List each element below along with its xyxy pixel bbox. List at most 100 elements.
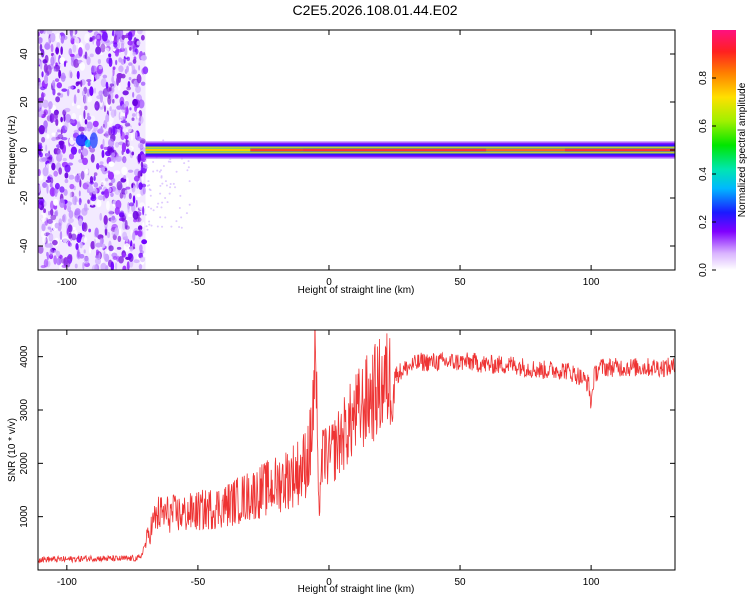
spectrogram-noise-speck [38,36,43,44]
spectrogram-noise-speck [62,236,69,243]
spectrogram-noise-speck [76,105,81,109]
spectrogram-noise-speck [78,218,83,227]
spectrogram-noise-speck [117,235,122,243]
spectrogram-noise-speck [68,153,75,160]
colorbar-tick-label: 0.4 [698,167,709,181]
spectrogram-noise-speck [127,31,133,41]
spectrogram-noise-speck [108,210,114,216]
spectrogram-noise-speck [126,56,131,62]
spectrogram-faint-dot [152,209,155,212]
spectrogram-signal-core [145,148,251,152]
spectrogram-noise-speck [67,217,74,224]
spectrogram-noise-speck [96,199,100,208]
spectrogram-noise-speck [104,47,110,52]
spectrogram-faint-dot [164,197,167,200]
spectrogram-faint-dot [159,192,162,195]
colorbar-tick-label: 0.0 [698,263,709,277]
spectrogram-noise-speck [38,168,41,177]
spectrogram-noise-speck [74,197,77,205]
spectrogram-noise-speck [129,107,132,111]
spectrogram-noise-speck [63,188,68,196]
spectrogram-noise-speck [100,180,106,186]
spectrogram-noise-speck [97,195,104,201]
spectrogram-noise-speck [59,198,65,209]
spectrogram-noise-speck [55,118,59,127]
spectrogram-noise-speck [72,30,76,36]
spectrogram-noise-speck [142,206,145,216]
spectrogram-image [38,30,675,270]
spectrogram-signal-core [302,148,487,152]
spectrogram-noise-speck [111,215,116,221]
spectrogram-faint-dot [152,160,155,163]
spectrogram-noise-speck [42,59,48,64]
spectrogram-faint-dot [147,205,150,208]
spectrogram-noise-speck [110,40,113,45]
spectrogram-faint-dot [159,184,162,187]
spectrogram-noise-speck [105,81,109,90]
spectrogram-noise-speck [44,74,49,85]
spectrogram-noise-speck [142,186,146,195]
spectrogram-noise-speck [101,31,108,42]
spectrogram-noise-speck [58,167,63,175]
spectrogram-noise-speck [38,57,41,66]
spectrogram-noise-speck [133,218,137,223]
spectrogram-faint-dot [187,160,190,163]
spectrogram-noise-speck [132,58,137,64]
spectrogram-noise-speck [123,175,127,180]
spectrogram-faint-dot [169,160,172,163]
spectrogram-noise-speck [49,200,54,211]
spectrogram-noise-speck [69,254,73,262]
spectrogram-noise-speck [60,116,63,123]
spectrogram-noise-speck [124,134,129,140]
spectrogram-noise-speck [109,83,115,87]
spectrogram-noise-speck [66,228,69,235]
spectrogram-noise-speck [116,105,122,110]
spectrogram-noise-speck [81,207,88,216]
spectrogram-noise-speck [99,237,103,247]
spectrogram-noise-speck [51,132,56,136]
spectrogram-noise-speck [57,92,61,96]
spectrogram-noise-speck [46,183,49,194]
spectrogram-noise-speck [130,130,134,141]
spectrogram-faint-dot [167,160,170,163]
spectrogram-noise-speck [128,62,133,66]
spectrogram-noise-speck [130,229,133,236]
spectrogram-faint-dot [158,170,161,173]
spectrogram-noise-speck [99,161,104,165]
spectrogram-faint-dot [144,159,147,162]
spectrogram-noise-speck [125,126,132,133]
spectrogram-noise-speck [78,197,82,206]
spectrogram-faint-dot [170,225,173,228]
spectrogram-noise-speck [43,259,49,268]
spectrogram-noise-speck [71,233,77,241]
spectrogram-noise-speck [68,48,73,56]
spectrogram-noise-speck [39,152,43,158]
spectrogram-noise-speck [79,115,83,125]
spectrogram-faint-dot [156,225,159,228]
snr-plot-area [38,330,675,570]
spectrogram-xtick-label: -100 [57,277,77,288]
spectrogram-noise-speck [40,59,43,70]
spectrogram-noise-speck [103,251,106,260]
spectrogram-noise-speck [114,262,118,270]
spectrogram-noise-speck [48,105,51,109]
spectrogram-noise-speck [140,172,143,177]
spectrogram-noise-speck [88,245,92,254]
spectrogram-noise-speck [126,177,129,187]
spectrogram-noise-speck [54,222,59,229]
spectrogram-noise-speck [74,174,81,183]
spectrogram-noise-speck [127,169,134,173]
spectrogram-noise-speck [111,77,114,83]
snr-xtick-label: 100 [583,577,600,588]
spectrogram-noise-speck [136,193,141,198]
spectrogram-noise-speck [133,37,137,45]
spectrogram-noise-speck [81,148,89,157]
spectrogram-faint-dot [160,206,163,209]
spectrogram-noise-speck [79,62,86,71]
spectrogram-noise-speck [56,82,63,89]
spectrogram-faint-dot [160,176,163,179]
spectrogram-noise-speck [121,166,128,176]
spectrogram-noise-speck [41,71,44,78]
spectrogram-noise-speck [45,179,52,183]
spectrogram-noise-speck [66,256,71,260]
